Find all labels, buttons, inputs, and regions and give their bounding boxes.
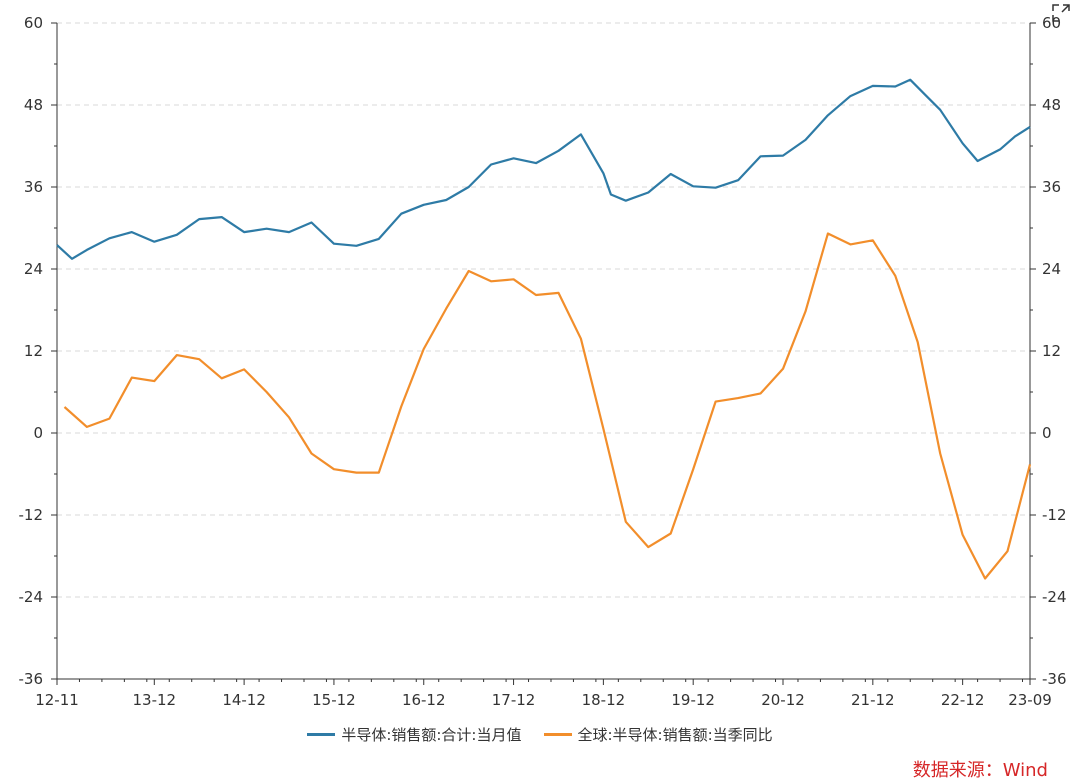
y-tick-label-left: -12 (19, 506, 44, 524)
y-tick-label-right: 24 (1042, 260, 1061, 278)
legend-item-series-2[interactable]: 全球:半导体:销售额:当季同比 (543, 724, 773, 745)
y-tick-label-left: -36 (19, 670, 44, 688)
y-tick-label-right: 60 (1042, 14, 1061, 32)
legend-label-series-1: 半导体:销售额:合计:当月值 (341, 726, 522, 744)
legend-swatch-series-2 (543, 733, 572, 736)
y-tick-label-right: -24 (1042, 588, 1067, 606)
y-tick-label-left: 12 (24, 342, 43, 360)
y-tick-label-right: 48 (1042, 96, 1061, 114)
x-tick-label: 23-09 (1008, 691, 1052, 709)
legend-item-series-1[interactable]: 半导体:销售额:合计:当月值 (307, 724, 522, 745)
x-tick-label: 15-12 (312, 691, 356, 709)
x-tick-label: 17-12 (492, 691, 536, 709)
y-tick-label-right: 36 (1042, 178, 1061, 196)
y-tick-label-right: -36 (1042, 670, 1067, 688)
x-tick-label: 12-11 (35, 691, 79, 709)
x-tick-label: 16-12 (402, 691, 446, 709)
x-tick-label: 18-12 (582, 691, 626, 709)
legend-swatch-series-1 (307, 733, 336, 736)
legend-label-series-2: 全球:半导体:销售额:当季同比 (577, 726, 773, 744)
y-tick-label-right: 12 (1042, 342, 1061, 360)
source-note: 数据来源：Wind (912, 760, 1048, 781)
legend: 半导体:销售额:合计:当月值 全球:半导体:销售额:当季同比 (0, 724, 1080, 745)
y-tick-label-left: 36 (24, 178, 43, 196)
y-tick-label-left: 0 (33, 424, 43, 442)
x-tick-label: 19-12 (671, 691, 715, 709)
series-line-1 (56, 78, 1031, 260)
y-tick-label-left: 60 (24, 14, 43, 32)
x-tick-label: 22-12 (941, 691, 985, 709)
y-tick-label-left: 48 (24, 96, 43, 114)
y-tick-label-left: -24 (19, 588, 44, 606)
series-line-2 (63, 232, 1032, 580)
y-tick-label-right: 0 (1042, 424, 1052, 442)
x-tick-label: 21-12 (851, 691, 895, 709)
expand-icon[interactable] (1050, 2, 1072, 24)
x-tick-label: 14-12 (222, 691, 266, 709)
y-tick-label-right: -12 (1042, 506, 1067, 524)
y-tick-label-left: 24 (24, 260, 43, 278)
x-tick-label: 13-12 (133, 691, 177, 709)
x-tick-label: 20-12 (761, 691, 805, 709)
